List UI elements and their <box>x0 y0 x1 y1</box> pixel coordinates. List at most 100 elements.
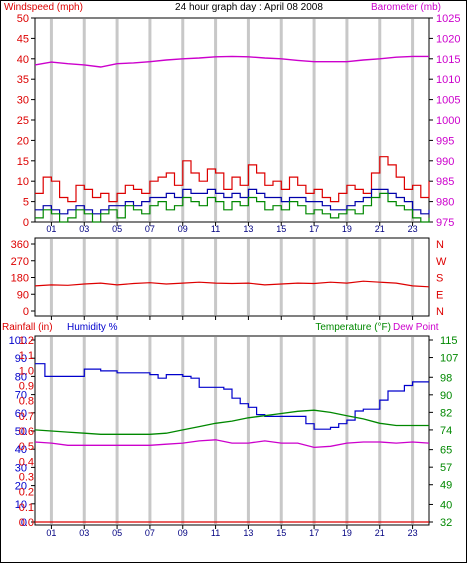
rainfall-tick-label: 0.1 <box>19 502 34 514</box>
barometer-axis-label: Barometer (mb) <box>371 2 441 13</box>
compass-tick-label: S <box>436 273 443 285</box>
temperature-tick-label: 32 <box>440 517 452 529</box>
x-tick-label: 23 <box>408 224 418 234</box>
x-tick-label: 07 <box>145 224 155 234</box>
compass-tick-label: E <box>436 289 443 301</box>
compass-tick-label: W <box>436 256 447 268</box>
barometer-tick-label: 980 <box>436 197 454 209</box>
temperature-tick-label: 65 <box>440 445 452 457</box>
windspeed-tick-label: 30 <box>17 95 29 107</box>
wind-plot-area <box>34 17 430 223</box>
humidity-tick-label: 70 <box>15 390 27 402</box>
x-tick-label: 23 <box>408 528 418 538</box>
x-tick-label: 03 <box>79 528 89 538</box>
direction-tick-label: 360 <box>11 239 29 251</box>
humidity-axis-label: Humidity % <box>67 322 118 333</box>
temperature-tick-label: 49 <box>440 480 452 492</box>
humidity-line <box>35 363 429 430</box>
humidity-tick-label: 20 <box>15 481 27 493</box>
x-tick-label: 09 <box>178 528 188 538</box>
rainfall-tick-label: 1.2 <box>19 335 34 347</box>
temperature-tick-label: 115 <box>440 335 458 347</box>
x-tick-label: 11 <box>211 224 220 234</box>
x-tick-label: 21 <box>375 528 385 538</box>
humidity-tick-label: 50 <box>15 426 27 438</box>
humidity-plot-area <box>34 335 430 526</box>
temperature-tick-label: 57 <box>440 462 452 474</box>
direction-tick-label: 0 <box>23 306 29 318</box>
rainfall-tick-label: 0.9 <box>19 381 34 393</box>
dewpoint-axis-label: Dew Point <box>393 322 439 333</box>
temperature-tick-label: 98 <box>440 372 452 384</box>
rainfall-tick-label: 0.7 <box>19 411 34 423</box>
barometer-tick-label: 995 <box>436 135 454 147</box>
x-tick-label: 21 <box>375 224 385 234</box>
rainfall-axis-label: Rainfall (in) <box>2 322 53 333</box>
x-tick-label: 03 <box>79 224 89 234</box>
temperature-line <box>34 409 429 435</box>
direction-plot-area <box>34 237 430 317</box>
x-tick-label: 01 <box>46 528 56 538</box>
dewpoint-line <box>34 439 430 449</box>
barometer-tick-label: 1025 <box>436 13 460 25</box>
rainfall-tick-label: 1.0 <box>19 365 34 377</box>
x-tick-label: 09 <box>178 224 188 234</box>
barometer-tick-label: 1015 <box>436 54 460 66</box>
rainfall-tick-label: 0.3 <box>19 472 34 484</box>
x-tick-label: 15 <box>276 224 286 234</box>
windspeed-tick-label: 50 <box>17 13 29 25</box>
rainfall-tick-label: 0.6 <box>19 426 34 438</box>
windspeed-tick-label: 15 <box>17 156 29 168</box>
wind-direction-line <box>34 280 430 288</box>
rainfall-tick-label: 0.8 <box>19 396 34 408</box>
temperature-tick-label: 90 <box>440 390 452 402</box>
windspeed-tick-label: 45 <box>17 33 29 45</box>
wind-gust-line <box>35 156 430 203</box>
wind-speed-line <box>35 192 430 223</box>
x-tick-label: 05 <box>112 224 122 234</box>
compass-tick-label: N <box>436 239 444 251</box>
chart-title: 24 hour graph day : April 08 2008 <box>175 2 323 13</box>
direction-tick-label: 270 <box>11 256 29 268</box>
humidity-tick-label: 10 <box>15 499 27 511</box>
rainfall-tick-label: 0.5 <box>19 441 34 453</box>
barometer-tick-label: 1000 <box>436 115 460 127</box>
temperature-tick-label: 107 <box>440 353 458 365</box>
windspeed-tick-label: 10 <box>17 176 29 188</box>
windspeed-tick-label: 20 <box>17 135 29 147</box>
windspeed-tick-label: 35 <box>17 74 29 86</box>
humidity-tick-label: 100 <box>9 335 27 347</box>
humidity-tick-label: 0 <box>21 517 27 529</box>
windspeed-tick-label: 40 <box>17 54 29 66</box>
temperature-tick-label: 74 <box>440 425 452 437</box>
temperature-tick-label: 40 <box>440 499 452 511</box>
x-tick-label: 13 <box>243 224 253 234</box>
rainfall-tick-label: 0.2 <box>19 487 34 499</box>
windspeed-tick-label: 25 <box>17 115 29 127</box>
barometer-tick-label: 1020 <box>436 33 460 45</box>
rainfall-tick-label: 1.1 <box>19 350 34 362</box>
humidity-tick-label: 40 <box>15 444 27 456</box>
temperature-tick-label: 82 <box>440 407 452 419</box>
temperature-axis-label: Temperature (°F) <box>315 322 391 333</box>
barometer-line <box>34 55 429 68</box>
humidity-temperature-panel: 01 03 05 07 09 11 13 15 17 19 21 23 0 10 20 30 40 50 60 70 8… <box>9 335 459 538</box>
compass-tick-label: N <box>436 306 444 318</box>
direction-tick-label: 90 <box>17 289 29 301</box>
x-tick-label: 19 <box>342 224 352 234</box>
windspeed-axis-label: Windspeed (mph) <box>4 2 83 13</box>
barometer-tick-label: 1005 <box>436 95 460 107</box>
x-tick-label: 19 <box>342 528 352 538</box>
wind-barometer-panel: 01 03 05 07 09 11 13 15 17 19 21 230510152025303540… <box>17 13 461 234</box>
humidity-tick-label: 30 <box>15 462 27 474</box>
x-tick-label: 07 <box>145 528 155 538</box>
x-tick-label: 01 <box>46 224 56 234</box>
direction-tick-label: 180 <box>11 273 29 285</box>
barometer-tick-label: 1010 <box>436 74 460 86</box>
barometer-tick-label: 975 <box>436 217 454 229</box>
x-tick-label: 11 <box>211 528 220 538</box>
barometer-tick-label: 990 <box>436 156 454 168</box>
windspeed-tick-label: 5 <box>23 197 29 209</box>
